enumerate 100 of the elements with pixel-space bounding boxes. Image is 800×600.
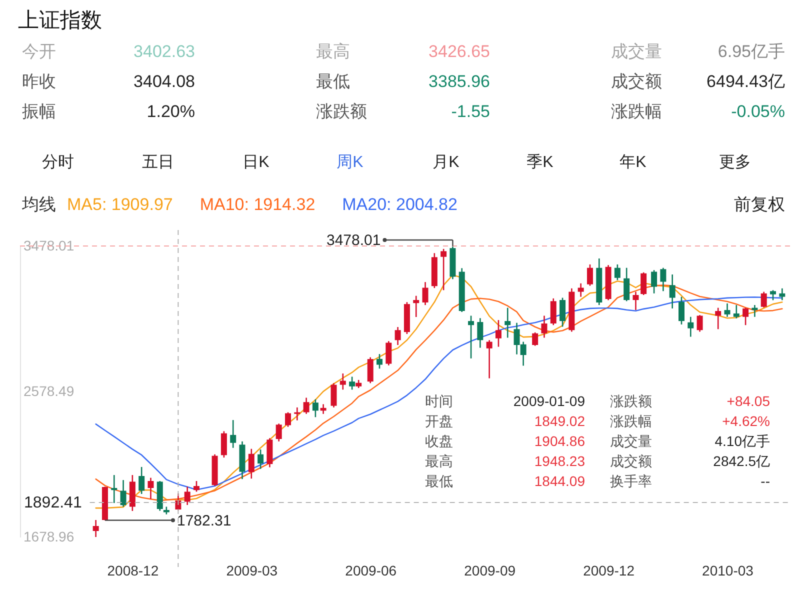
- text: MA5: 1909.97: [67, 195, 173, 214]
- candlestick: [349, 376, 356, 390]
- annotation: 3478.01: [326, 232, 381, 249]
- text: 成交量: [611, 42, 662, 61]
- text: 昨收: [22, 72, 56, 91]
- candlestick: [138, 466, 145, 495]
- annotation: 换手率: [610, 473, 652, 489]
- candlestick: [386, 340, 392, 366]
- text: 日K: [242, 154, 270, 171]
- candlestick: [651, 269, 658, 294]
- text: 季K: [526, 153, 554, 171]
- annotation: --: [760, 473, 770, 489]
- annotation: 2009-01-09: [513, 393, 586, 409]
- candlestick: [632, 291, 639, 311]
- text: 前复权: [734, 195, 785, 214]
- text: 6494.43亿: [706, 72, 785, 91]
- annotation: 开盘: [425, 413, 453, 429]
- candlestick: [696, 314, 703, 332]
- annotation: +84.05: [726, 393, 770, 409]
- y-tick-label: 1678.96: [24, 528, 74, 544]
- legend-title: 均线: [21, 195, 56, 214]
- annotation: 成交量: [610, 433, 652, 449]
- candlestick: [220, 430, 227, 458]
- annotation: 时间: [425, 393, 453, 409]
- annotation: 1948.23: [534, 453, 586, 469]
- candlestick: [376, 353, 383, 370]
- candlestick: [486, 339, 492, 379]
- candlestick: [330, 382, 337, 408]
- text: MA10: 1914.32: [200, 195, 316, 214]
- candlestick: [148, 477, 154, 500]
- annotation: 1782.31: [176, 512, 232, 530]
- candlestick: [303, 397, 310, 415]
- candlestick: [468, 315, 474, 360]
- candlestick: [640, 272, 647, 296]
- text: 今开: [22, 42, 56, 61]
- annotation: 最低: [425, 473, 453, 489]
- text: 1.20%: [146, 102, 195, 121]
- candlestick: [541, 315, 548, 338]
- candlestick: [184, 486, 190, 506]
- candlestick: [440, 248, 447, 291]
- annotation: 涨跌幅: [610, 413, 652, 429]
- text: 涨跌额: [316, 102, 367, 121]
- candlestick: [394, 326, 401, 346]
- x-tick-label: 2009-09: [464, 562, 516, 578]
- annotation: 1904.86: [534, 433, 586, 449]
- annotation: 2842.5亿: [713, 453, 770, 469]
- text: 3404.08: [134, 72, 195, 91]
- text: 最低: [316, 72, 350, 91]
- candlestick: [688, 316, 694, 338]
- candlestick: [742, 307, 749, 326]
- candlestick: [477, 317, 484, 348]
- text: 五日: [142, 154, 174, 171]
- candlestick: [770, 290, 776, 301]
- annotation: 收盘: [425, 433, 453, 449]
- x-tick-label: 2010-03: [702, 562, 754, 578]
- candlestick: [760, 291, 767, 308]
- candlestick: [248, 448, 254, 480]
- annotation: 1849.02: [534, 413, 586, 429]
- text: 更多: [719, 153, 751, 171]
- candlestick: [724, 302, 730, 318]
- text: MA20: 2004.82: [342, 195, 458, 214]
- candlestick: [779, 288, 786, 301]
- candlestick: [715, 307, 722, 330]
- candlestick: [312, 398, 318, 418]
- text: 月K: [432, 154, 460, 171]
- candlestick: [92, 519, 99, 538]
- annotation: 涨跌额: [610, 393, 652, 409]
- ref-line-label: 1892.41: [24, 494, 82, 512]
- text: 3385.96: [428, 72, 490, 91]
- candlestick: [586, 264, 593, 286]
- candlestick: [678, 296, 684, 326]
- text: 最高: [316, 42, 350, 61]
- text: 6.95亿手: [718, 42, 785, 61]
- text: 振幅: [22, 102, 56, 121]
- candlestick: [733, 304, 740, 319]
- annotation: 成交额: [610, 453, 652, 469]
- annotation: +4.62%: [722, 413, 770, 429]
- candlestick: [614, 264, 620, 281]
- candlestick: [284, 412, 291, 428]
- text: 周K: [336, 154, 364, 171]
- candlestick: [495, 319, 502, 348]
- text: 成交额: [611, 72, 662, 91]
- candlestick: [624, 267, 630, 302]
- chart-title: 上证指数: [18, 9, 102, 32]
- candlestick: [422, 281, 428, 306]
- candlestick: [660, 267, 666, 292]
- x-tick-label: 2009-06: [345, 562, 397, 578]
- candlestick: [504, 307, 511, 338]
- candlestick: [669, 274, 676, 310]
- x-tick-label: 2009-03: [226, 562, 278, 578]
- text: -1.55: [451, 102, 490, 121]
- candlestick: [560, 297, 566, 328]
- annotation: 4.10亿手: [714, 433, 770, 449]
- candlestick: [258, 448, 264, 470]
- candlestick: [550, 298, 556, 326]
- candlestick: [367, 356, 374, 384]
- candlestick: [120, 479, 126, 508]
- candlestick: [294, 406, 300, 422]
- candlestick: [340, 372, 346, 390]
- text: 分时: [42, 153, 74, 171]
